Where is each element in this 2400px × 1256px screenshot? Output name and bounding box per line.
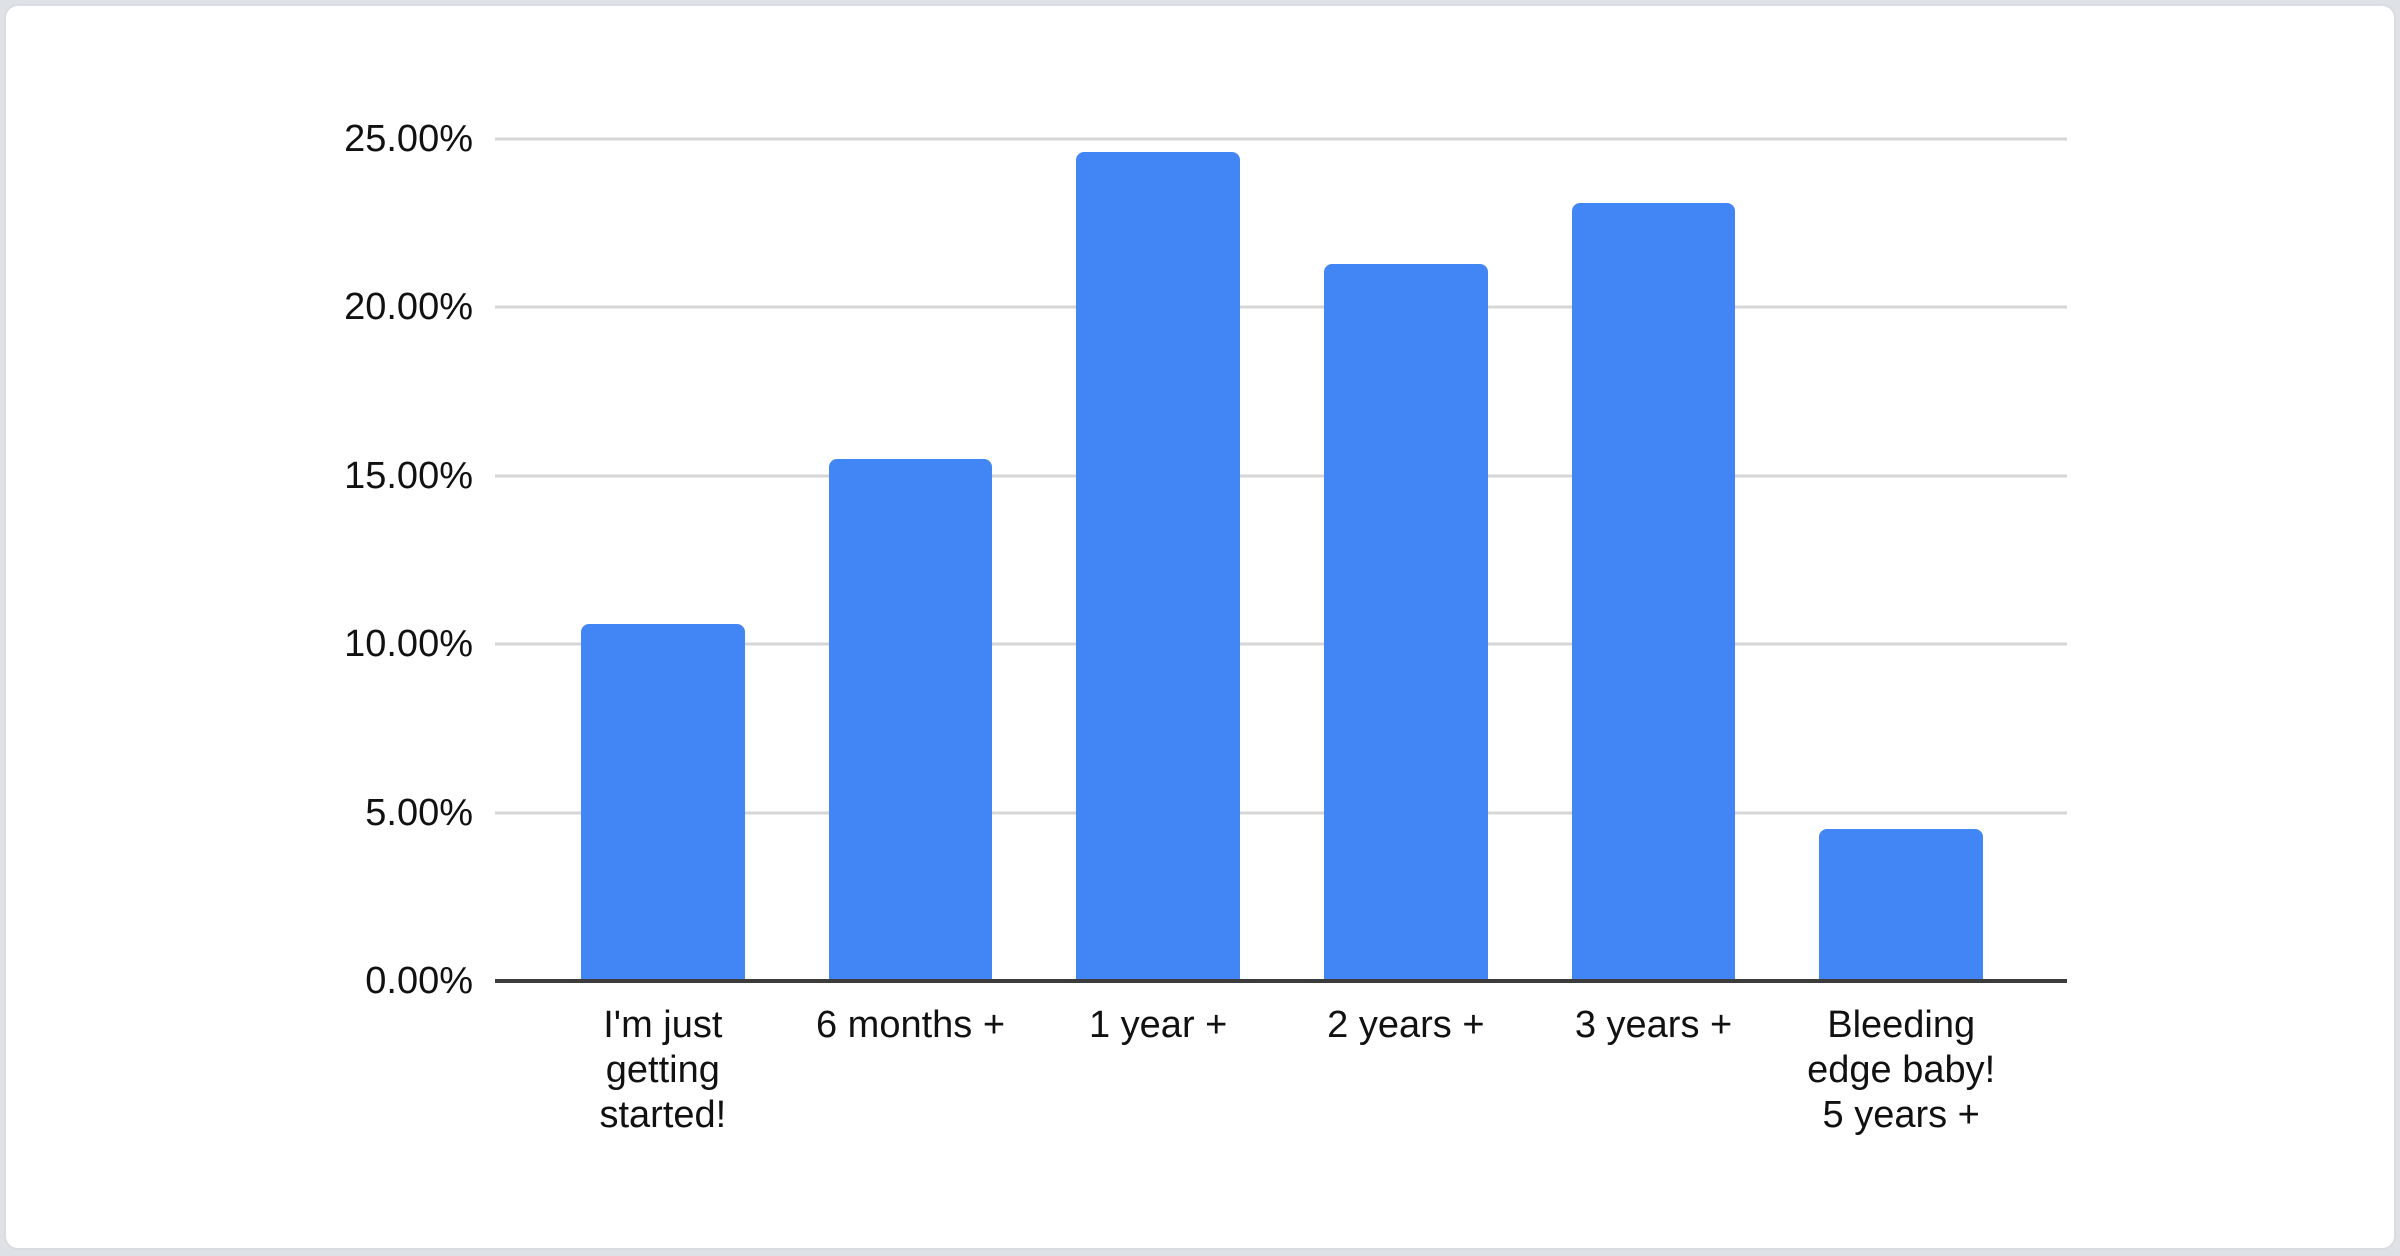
gridline [495, 474, 2067, 478]
bar-slot [1777, 139, 2025, 981]
bar-slot [1282, 139, 1530, 981]
plot-area: 0.00% 5.00% 10.00% 15.00% 20.00% 25.00% I'm j… [344, 120, 2067, 1136]
x-axis-label: I'm just getting started! [599, 1004, 727, 1136]
bar-6 [1819, 829, 1983, 981]
bar-2 [828, 458, 993, 981]
bar-5 [1571, 203, 1736, 981]
x-axis-label: 1 year + [1088, 1004, 1228, 1046]
chart-card: 0.00% 5.00% 10.00% 15.00% 20.00% 25.00% I'm j… [4, 4, 2396, 1250]
x-axis-label: 3 years + [1574, 1004, 1733, 1046]
y-tick-label: 5.00% [365, 791, 473, 834]
x-axis-labels: I'm just getting started! 6 months + 1 yea… [539, 1003, 2025, 1138]
bar-1 [581, 624, 745, 981]
y-tick-label: 20.00% [344, 286, 473, 329]
bar-3 [1076, 152, 1240, 981]
gridline [495, 137, 2067, 141]
x-axis-line [495, 979, 2067, 983]
gridline [495, 811, 2067, 815]
y-tick-label: 10.00% [344, 623, 473, 666]
bar-slot [539, 139, 787, 981]
bars-container [539, 139, 2025, 981]
bar-slot [1034, 139, 1282, 981]
bar-slot [1530, 139, 1778, 981]
y-tick-label: 25.00% [344, 118, 473, 160]
gridline [495, 642, 2067, 646]
bar-slot [787, 139, 1035, 981]
y-tick-label: 15.00% [344, 454, 473, 497]
x-axis-label: Bleeding edge baby! 5 years + [1807, 1004, 1996, 1136]
y-tick-label: 0.00% [365, 960, 473, 1002]
gridline [495, 305, 2067, 309]
x-axis-label: 2 years + [1327, 1004, 1485, 1046]
x-axis-label: 6 months + [815, 1004, 1006, 1046]
bar-4 [1324, 263, 1488, 981]
